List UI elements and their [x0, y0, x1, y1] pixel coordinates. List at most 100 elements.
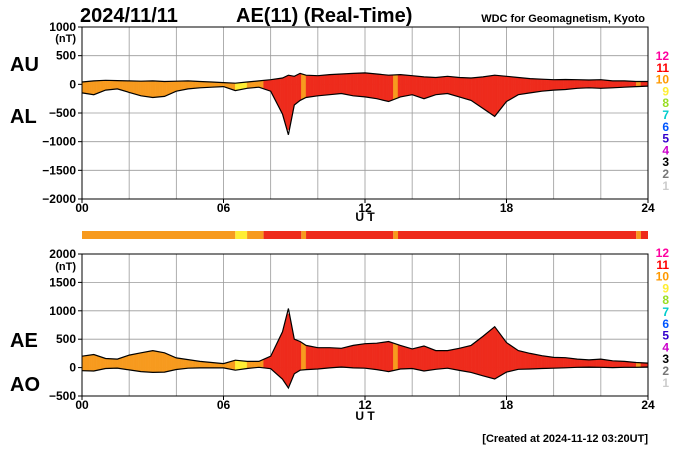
- area-segment: [180, 358, 184, 370]
- area-segment: [303, 343, 307, 371]
- area-segment: [374, 342, 377, 370]
- area-segment: [628, 361, 632, 368]
- y-tick-label: 0: [69, 77, 76, 91]
- area-segment: [421, 345, 425, 372]
- area-segment: [440, 350, 444, 370]
- area-segment: [397, 74, 401, 99]
- area-segment: [452, 348, 455, 370]
- area-segment: [614, 80, 618, 88]
- y-tick-label: −1000: [42, 135, 76, 149]
- area-segment: [534, 354, 538, 370]
- area-segment: [444, 350, 448, 369]
- area-segment: [294, 338, 297, 375]
- area-segment: [242, 82, 245, 90]
- legend-level-1: 1: [662, 376, 669, 390]
- area-segment: [319, 347, 323, 370]
- area-segment: [428, 347, 432, 371]
- area-segment: [577, 358, 580, 368]
- area-segment: [454, 76, 458, 97]
- x-tick-label: 24: [641, 398, 655, 412]
- area-segment: [499, 75, 502, 112]
- area-segment: [362, 72, 366, 98]
- area-segment: [536, 78, 540, 93]
- area-segment: [558, 79, 561, 91]
- area-segment: [419, 76, 422, 99]
- area-segment: [334, 347, 337, 368]
- area-segment: [355, 73, 359, 97]
- area-segment: [169, 81, 172, 95]
- y-tick-label: 1000: [49, 304, 76, 318]
- area-segment: [242, 360, 245, 370]
- area-segment: [607, 359, 611, 368]
- area-segment: [187, 80, 191, 90]
- area-segment: [305, 345, 309, 370]
- ae-ao-xticks: 00 06 12 18 24: [75, 396, 655, 412]
- area-segment: [440, 76, 444, 95]
- al-line: [81, 85, 649, 135]
- area-segment: [525, 77, 528, 94]
- area-segment: [117, 358, 120, 369]
- legend-level-11: 11: [656, 61, 669, 75]
- area-segment: [268, 355, 271, 369]
- activity-level-band: [82, 231, 648, 239]
- area-segment: [541, 78, 545, 92]
- area-segment: [555, 79, 559, 91]
- area-segment: [513, 76, 517, 98]
- area-segment: [593, 79, 597, 89]
- band-segment-level-9: [235, 231, 248, 239]
- area-segment: [414, 75, 418, 97]
- area-segment: [357, 72, 361, 97]
- area-segment: [324, 347, 328, 369]
- area-segment: [515, 77, 519, 97]
- area-segment: [190, 359, 194, 369]
- area-segment: [485, 75, 488, 113]
- area-segment: [447, 349, 451, 369]
- area-segment: [487, 330, 491, 378]
- area-segment: [154, 80, 158, 98]
- area-segment: [211, 362, 215, 369]
- area-segment: [640, 81, 644, 87]
- area-segment: [195, 360, 198, 369]
- area-segment: [88, 354, 92, 372]
- legend-level-10: 10: [656, 73, 670, 87]
- area-segment: [551, 356, 554, 369]
- area-segment: [506, 342, 510, 373]
- area-segment: [400, 74, 403, 98]
- area-segment: [574, 79, 578, 89]
- area-segment: [508, 343, 512, 372]
- area-segment: [378, 74, 382, 101]
- area-segment: [527, 78, 531, 94]
- area-segment: [584, 359, 587, 368]
- area-segment: [249, 361, 252, 369]
- area-segment: [131, 353, 135, 371]
- area-segment: [327, 347, 330, 369]
- area-segment: [133, 80, 137, 95]
- area-segment: [119, 357, 123, 370]
- area-segment: [567, 79, 571, 90]
- area-segment: [480, 335, 484, 377]
- area-segment: [572, 358, 576, 368]
- area-segment: [286, 312, 290, 387]
- area-segment: [536, 354, 540, 369]
- area-segment: [548, 356, 552, 369]
- area-segment: [605, 79, 609, 89]
- area-segment: [100, 356, 104, 370]
- x-tick-label: 18: [500, 201, 514, 215]
- area-segment: [369, 343, 373, 370]
- area-segment: [251, 361, 255, 369]
- area-segment: [617, 80, 620, 88]
- area-segment: [171, 355, 175, 371]
- area-segment: [595, 359, 599, 368]
- area-segment: [494, 74, 498, 118]
- area-segment: [334, 74, 337, 95]
- legend-level-10: 10: [656, 270, 670, 284]
- area-segment: [86, 354, 90, 372]
- area-segment: [527, 352, 531, 370]
- area-segment: [164, 81, 168, 97]
- area-segment: [475, 339, 479, 375]
- area-segment: [463, 346, 467, 372]
- area-segment: [602, 79, 606, 89]
- area-segment: [331, 347, 335, 368]
- area-segment: [487, 75, 491, 114]
- au-al-xlabel: U T: [355, 210, 375, 224]
